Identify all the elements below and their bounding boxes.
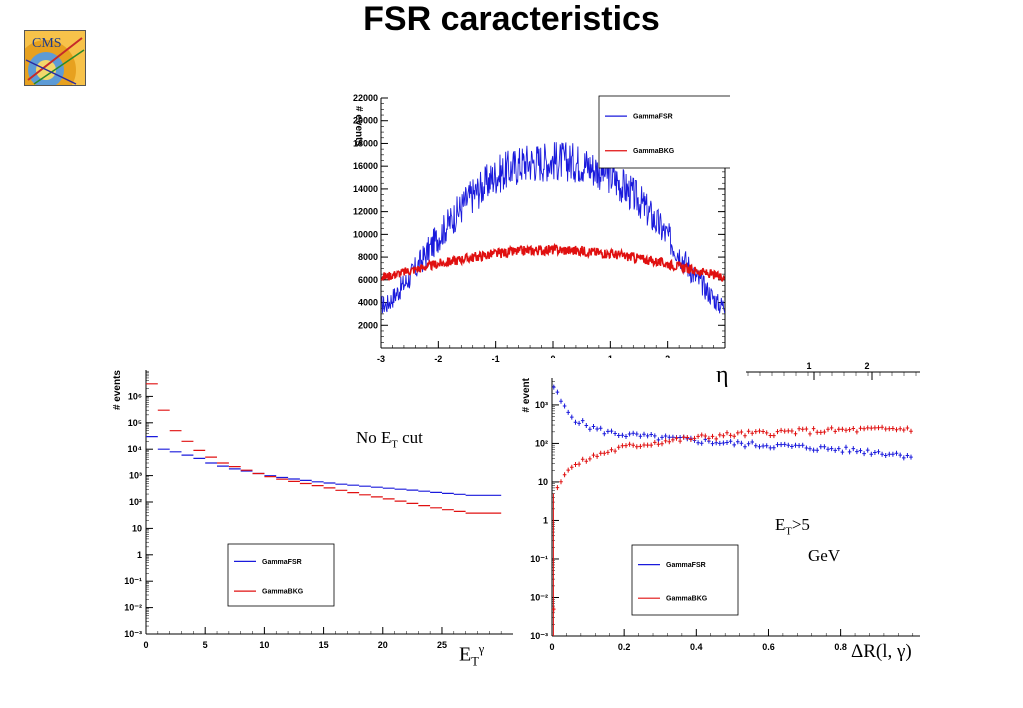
legend-label-gammabkg: GammaBKG [666, 596, 708, 603]
series-gammabkg [552, 424, 913, 636]
y-tick-label: 10⁻¹ [124, 576, 142, 586]
eta-axis-label: η [716, 362, 729, 388]
et-gt5-tail: >5 [791, 515, 810, 534]
x-tick-label: 5 [203, 640, 208, 650]
y-tick-label: 10² [129, 497, 142, 507]
x-tick-label: 20 [378, 640, 388, 650]
y-tick-label: 4000 [358, 298, 378, 308]
y-tick-label: 14000 [353, 184, 378, 194]
no-et-cut-main: No E [356, 428, 392, 447]
et-gt5-main: E [775, 515, 786, 534]
y-tick-label: 10⁻¹ [530, 554, 548, 564]
legend-label-gammabkg: GammaBKG [633, 148, 675, 155]
y-tick-label: 10⁶ [128, 391, 142, 401]
et-gt5-sub: T [785, 526, 792, 538]
x-tick-label: 0.8 [834, 642, 847, 652]
y-tick-label: 10⁵ [128, 418, 142, 428]
top-axis-tick-label: 2 [864, 361, 869, 371]
y-tick-label: 8000 [358, 252, 378, 262]
y-tick-label: 20000 [353, 116, 378, 126]
y-tick-label: 10⁴ [128, 444, 142, 454]
y-tick-label: 10³ [129, 471, 142, 481]
cms-logo-text: CMS [32, 36, 62, 51]
top-axis-tick-label: 1 [806, 361, 811, 371]
y-tick-label: 10 [538, 477, 548, 487]
y-tick-label: 10⁻² [124, 603, 142, 613]
y-tick-label: 10⁻³ [124, 629, 142, 639]
x-tick-label: -2 [434, 354, 442, 364]
y-tick-label: 10⁻³ [530, 631, 548, 641]
series-gammabkg [146, 383, 502, 514]
x-tick-label: -3 [377, 354, 385, 364]
x-tick-label: 0.2 [618, 642, 631, 652]
no-et-cut-label: No ET cut [356, 428, 423, 450]
no-et-cut-tail: cut [397, 428, 423, 447]
legend-label-gammafsr: GammaFSR [666, 562, 706, 569]
x-tick-label: 0.6 [762, 642, 775, 652]
x-tick-label: 0 [549, 642, 554, 652]
legend-box [631, 544, 739, 616]
series-gammafsr [146, 436, 502, 496]
y-tick-label: 1 [543, 515, 548, 525]
et-axis-sup: γ [478, 642, 485, 656]
y-tick-label: 10³ [535, 400, 548, 410]
x-tick-label: 0 [143, 640, 148, 650]
y-axis-label: # events [353, 106, 364, 146]
et-gt5-label: ET>5 [775, 515, 810, 537]
cms-logo-graphic [16, 30, 86, 100]
legend-box [227, 543, 335, 607]
et-distribution-chart: 10⁻³ 10⁻² 10⁻¹ 1 10 10² 10³ 10⁴ 10⁵ 10⁶ 0 5 10 15 20 25… [108, 366, 513, 656]
legend-box [598, 95, 730, 169]
y-tick-label: 6000 [358, 275, 378, 285]
y-axis-label: # events [112, 370, 123, 410]
y-tick-label: 22000 [353, 94, 378, 103]
series-gammafsr [380, 142, 726, 314]
x-tick-label: 10 [259, 640, 269, 650]
et-gt5-unit: GeV [808, 546, 841, 565]
no-et-cut-sub: T [391, 439, 398, 451]
y-tick-label: 10² [535, 438, 548, 448]
x-tick-label: 15 [319, 640, 329, 650]
dr-axis-label: ΔR(l, γ) [851, 641, 912, 662]
eta-chart-svg: 2000 4000 6000 8000 10000 12000 14000 16000 1800… [353, 94, 730, 364]
y-axis-label: # event [521, 377, 532, 412]
series-gammafsr [552, 384, 913, 461]
y-tick-label: 10000 [353, 229, 378, 239]
y-tick-label: 18000 [353, 138, 378, 148]
series-gammabkg [380, 242, 725, 282]
x-tick-label: 25 [437, 640, 447, 650]
legend-label-gammabkg: GammaBKG [262, 589, 304, 596]
et-chart-svg: 10⁻³ 10⁻² 10⁻¹ 1 10 10² 10³ 10⁴ 10⁵ 10⁶ 0 5 10 15 20 25… [112, 370, 513, 650]
et-axis-main: E [459, 643, 472, 666]
y-tick-label: 1 [137, 550, 142, 560]
et-axis-sub: T [471, 654, 479, 669]
y-tick-label: 10 [132, 523, 142, 533]
y-tick-label: 12000 [353, 207, 378, 217]
x-tick-label: 0.4 [690, 642, 703, 652]
y-tick-label: 10⁻² [530, 592, 548, 602]
et-axis-label: ETγ [459, 642, 484, 670]
cms-logo: CMS [16, 30, 86, 100]
x-tick-label: -1 [492, 354, 500, 364]
legend-label-gammafsr: GammaFSR [633, 114, 673, 121]
legend-label-gammafsr: GammaFSR [262, 559, 302, 566]
y-tick-label: 16000 [353, 161, 378, 171]
eta-distribution-chart: 2000 4000 6000 8000 10000 12000 14000 16000 1800… [345, 94, 730, 372]
slide-title: FSR caracteristics [363, 0, 660, 38]
y-tick-label: 2000 [358, 320, 378, 330]
